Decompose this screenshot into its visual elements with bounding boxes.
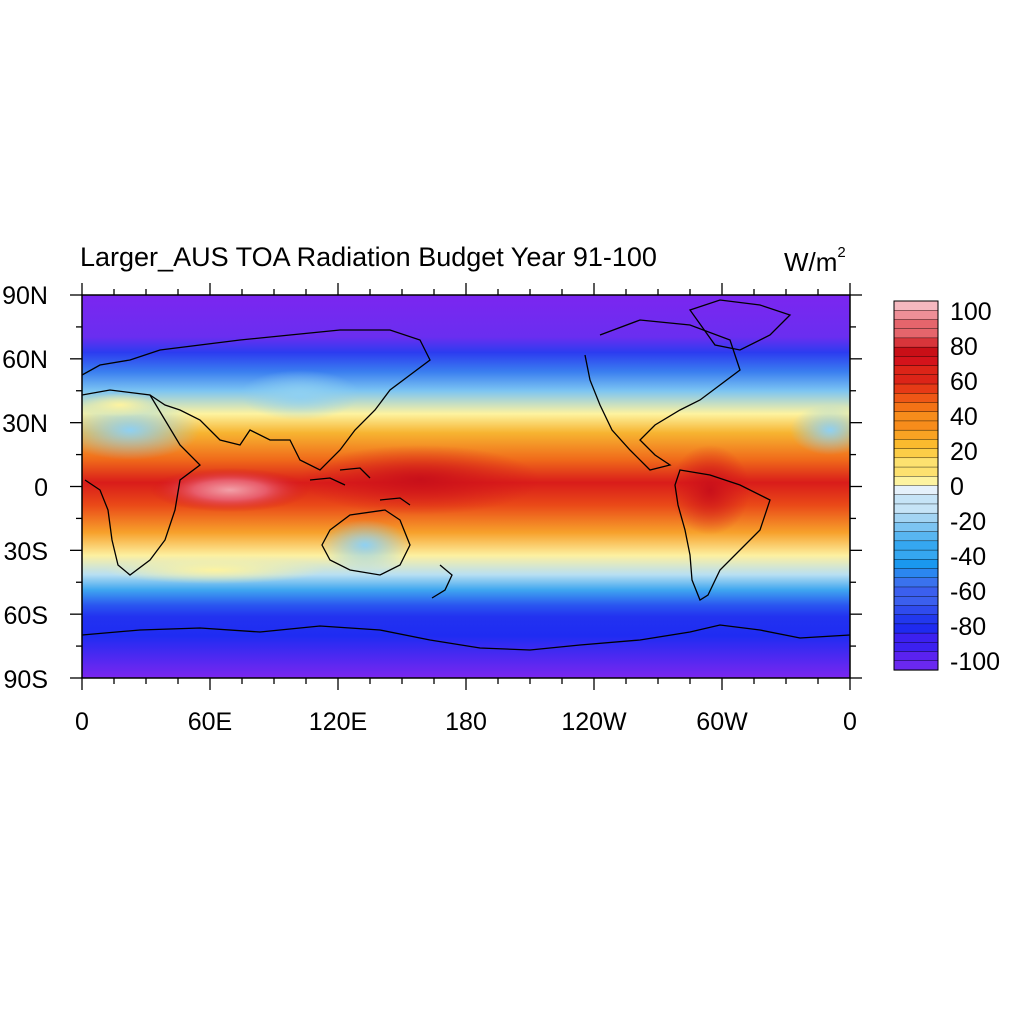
tibet-minimum [240,370,360,420]
colorbar-swatch [893,485,939,496]
colorbar-swatch [893,577,939,588]
colorbar-label-60: 60 [950,368,978,396]
west-pacific-maximum [300,445,540,515]
colorbar-swatch [893,503,939,514]
colorbar-swatch [893,531,939,542]
lon-label-60w: 60W [696,708,748,736]
axis-ticks [70,283,862,690]
colorbar-swatch [893,586,939,597]
units-base: W/m [784,247,838,277]
colorbar-label-20: 20 [950,438,978,466]
colorbar-swatch [893,328,939,339]
colorbar-swatch [893,383,939,394]
new-zealand-coast [431,564,453,599]
colorbar-swatch [893,466,939,477]
colorbar-swatch [893,346,939,357]
colorbar-label-neg40: -40 [950,543,987,571]
indian-ocean-maximum [150,468,310,512]
colorbar-swatch [893,365,939,376]
colorbar-swatch [893,642,939,653]
colorbar-swatch [893,596,939,607]
lon-label-180: 180 [445,708,487,736]
radiation-field [82,295,850,678]
colorbar-swatch [893,549,939,560]
colorbar-swatch [893,402,939,413]
south-america-coast [674,469,771,601]
colorbar-swatch [893,337,939,348]
colorbar-swatch [893,522,939,533]
greenland-coast [688,299,792,351]
maritime-continent-coast [309,467,411,506]
antarctica-coast [82,624,850,651]
colorbar [893,300,939,671]
africa-coast [82,389,201,576]
north-america-coast [584,319,741,471]
colorbar-swatch [893,632,939,643]
australia-coast [321,509,411,576]
colorbar-swatch [893,651,939,662]
colorbar-swatch [893,429,939,440]
lon-label-0-left: 0 [75,708,89,736]
lon-label-0-right: 0 [843,708,857,736]
colorbar-label-neg60: -60 [950,578,987,606]
lat-label-90s: 90S [3,666,48,694]
colorbar-label-neg100: -100 [950,648,1001,676]
units-label: W/m2 [784,244,846,278]
colorbar-label-100: 100 [950,298,992,326]
eurasia-coast [82,329,431,471]
colorbar-swatch [893,374,939,385]
lat-label-90n: 90N [2,282,48,310]
colorbar-swatch [893,568,939,579]
colorbar-frame [893,300,939,671]
lon-label-120w: 120W [561,708,627,736]
colorbar-swatch [893,448,939,459]
lon-label-60e: 60E [187,708,233,736]
lat-label-0: 0 [34,474,48,502]
colorbar-swatch [893,356,939,367]
coastlines [82,299,850,651]
amazon-maximum [670,445,750,535]
lat-label-60n: 60N [2,346,48,374]
lat-label-30n: 30N [2,410,48,438]
australia-minimum [320,520,410,570]
colorbar-swatch [893,439,939,450]
lat-label-60s: 60S [3,602,48,630]
colorbar-swatch [893,319,939,330]
colorbar-swatch [893,614,939,625]
north-africa-band [82,393,160,417]
lat-label-30s: 30S [3,538,48,566]
colorbar-swatch [893,623,939,634]
units-exponent: 2 [837,244,846,262]
east-atlantic-minimum [790,405,850,455]
lon-label-120e: 120E [308,708,368,736]
colorbar-label-80: 80 [950,333,978,361]
colorbar-swatch [893,300,939,311]
colorbar-label-neg20: -20 [950,508,987,536]
colorbar-swatch [893,494,939,505]
colorbar-swatch [893,457,939,468]
colorbar-swatch [893,512,939,523]
colorbar-swatch [893,393,939,404]
colorbar-swatch [893,660,939,671]
colorbar-label-40: 40 [950,403,978,431]
map-title: Larger_AUS TOA Radiation Budget Year 91-… [80,242,657,272]
colorbar-label-neg80: -80 [950,613,987,641]
colorbar-swatch [893,476,939,487]
colorbar-swatch [893,540,939,551]
colorbar-swatch [893,420,939,431]
southern-subtropics-band [105,556,325,584]
colorbar-swatch [893,310,939,321]
colorbar-swatch [893,605,939,616]
colorbar-swatch [893,559,939,570]
colorbar-label-0: 0 [950,473,964,501]
colorbar-swatch [893,411,939,422]
